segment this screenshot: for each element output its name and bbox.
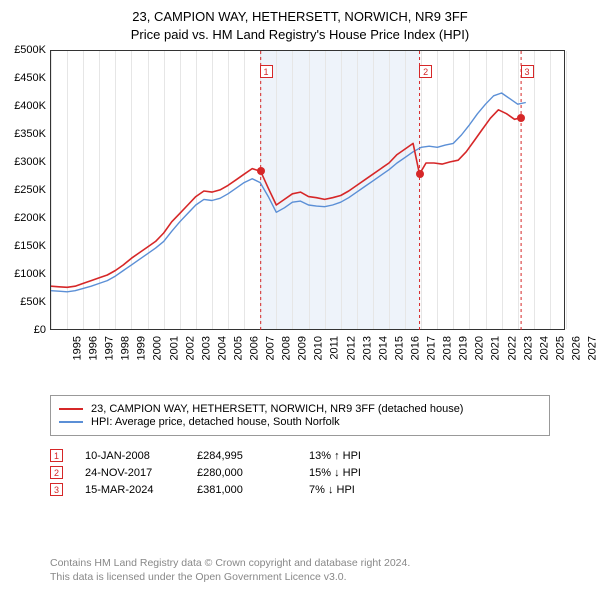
x-tick-label: 2019 [458,336,470,360]
x-tick-label: 1998 [120,336,132,360]
x-tick-label: 2024 [538,336,550,360]
x-tick-label: 2016 [409,336,421,360]
y-tick-label: £350K [2,128,46,140]
x-tick-label: 2023 [522,336,534,360]
y-tick-label: £150K [2,240,46,252]
x-tick-label: 1995 [71,336,83,360]
x-tick-label: 1996 [88,336,100,360]
sale-row-marker: 3 [50,483,63,496]
x-tick-label: 2005 [232,336,244,360]
legend-label: 23, CAMPION WAY, HETHERSETT, NORWICH, NR… [91,403,463,415]
footer-line-1: Contains HM Land Registry data © Crown c… [50,556,550,570]
x-tick-label: 2002 [184,336,196,360]
y-tick-label: £0 [2,324,46,336]
x-tick-label: 2020 [474,336,486,360]
sale-row-date: 24-NOV-2017 [85,467,175,479]
series-line [51,110,521,287]
y-tick-label: £400K [2,100,46,112]
sale-row-date: 15-MAR-2024 [85,484,175,496]
sale-row-price: £280,000 [197,467,287,479]
x-gridline [566,51,567,329]
y-tick-label: £100K [2,268,46,280]
y-tick-label: £300K [2,156,46,168]
y-tick-label: £500K [2,44,46,56]
y-tick-label: £450K [2,72,46,84]
x-tick-label: 2001 [168,336,180,360]
x-tick-label: 2021 [490,336,502,360]
x-tick-label: 2014 [377,336,389,360]
sale-row-date: 10-JAN-2008 [85,450,175,462]
sale-row-price: £381,000 [197,484,287,496]
plot-area: 1 2 3 [50,50,565,330]
series-line [51,93,526,292]
y-tick-label: £50K [2,296,46,308]
title-line-1: 23, CAMPION WAY, HETHERSETT, NORWICH, NR… [0,8,600,26]
sale-marker-2: 2 [419,65,432,78]
x-tick-label: 2015 [393,336,405,360]
sale-row-marker: 2 [50,466,63,479]
title-line-2: Price paid vs. HM Land Registry's House … [0,26,600,44]
x-tick-label: 2008 [281,336,293,360]
sale-dot [416,170,424,178]
x-tick-label: 1997 [104,336,116,360]
y-tick-label: £200K [2,212,46,224]
chart-title: 23, CAMPION WAY, HETHERSETT, NORWICH, NR… [0,0,600,43]
x-tick-label: 2018 [442,336,454,360]
legend-item: 23, CAMPION WAY, HETHERSETT, NORWICH, NR… [59,403,541,415]
x-tick-label: 2003 [200,336,212,360]
footer-credits: Contains HM Land Registry data © Crown c… [50,556,550,584]
x-tick-label: 2022 [506,336,518,360]
x-tick-label: 2004 [216,336,228,360]
legend-swatch [59,421,83,423]
sale-row-delta: 13% ↑ HPI [309,450,399,462]
x-tick-label: 2010 [313,336,325,360]
x-tick-label: 2009 [297,336,309,360]
line-layer [51,51,566,331]
sales-table: 1 10-JAN-2008 £284,995 13% ↑ HPI 2 24-NOV-201… [50,445,550,500]
y-tick-label: £250K [2,184,46,196]
x-tick-label: 2026 [570,336,582,360]
legend-item: HPI: Average price, detached house, Sout… [59,416,541,428]
sale-row-2: 2 24-NOV-2017 £280,000 15% ↓ HPI [50,466,550,479]
legend-label: HPI: Average price, detached house, Sout… [91,416,340,428]
sale-dot [257,167,265,175]
sale-dot [517,114,525,122]
chart-container: 23, CAMPION WAY, HETHERSETT, NORWICH, NR… [0,0,600,590]
x-tick-label: 2000 [152,336,164,360]
x-tick-label: 2011 [328,336,340,360]
x-tick-label: 2006 [249,336,261,360]
sale-marker-3: 3 [521,65,534,78]
x-tick-label: 2017 [426,336,438,360]
sale-row-delta: 15% ↓ HPI [309,467,399,479]
sale-row-price: £284,995 [197,450,287,462]
sale-row-marker: 1 [50,449,63,462]
legend-swatch [59,408,83,410]
sale-marker-1: 1 [260,65,273,78]
x-tick-label: 1999 [136,336,148,360]
footer-line-2: This data is licensed under the Open Gov… [50,570,550,584]
sale-row-1: 1 10-JAN-2008 £284,995 13% ↑ HPI [50,449,550,462]
sale-row-3: 3 15-MAR-2024 £381,000 7% ↓ HPI [50,483,550,496]
legend: 23, CAMPION WAY, HETHERSETT, NORWICH, NR… [50,395,550,436]
sale-row-delta: 7% ↓ HPI [309,484,399,496]
x-tick-label: 2007 [265,336,277,360]
x-tick-label: 2025 [554,336,566,360]
x-tick-label: 2027 [586,336,598,360]
x-tick-label: 2013 [361,336,373,360]
x-tick-label: 2012 [345,336,357,360]
